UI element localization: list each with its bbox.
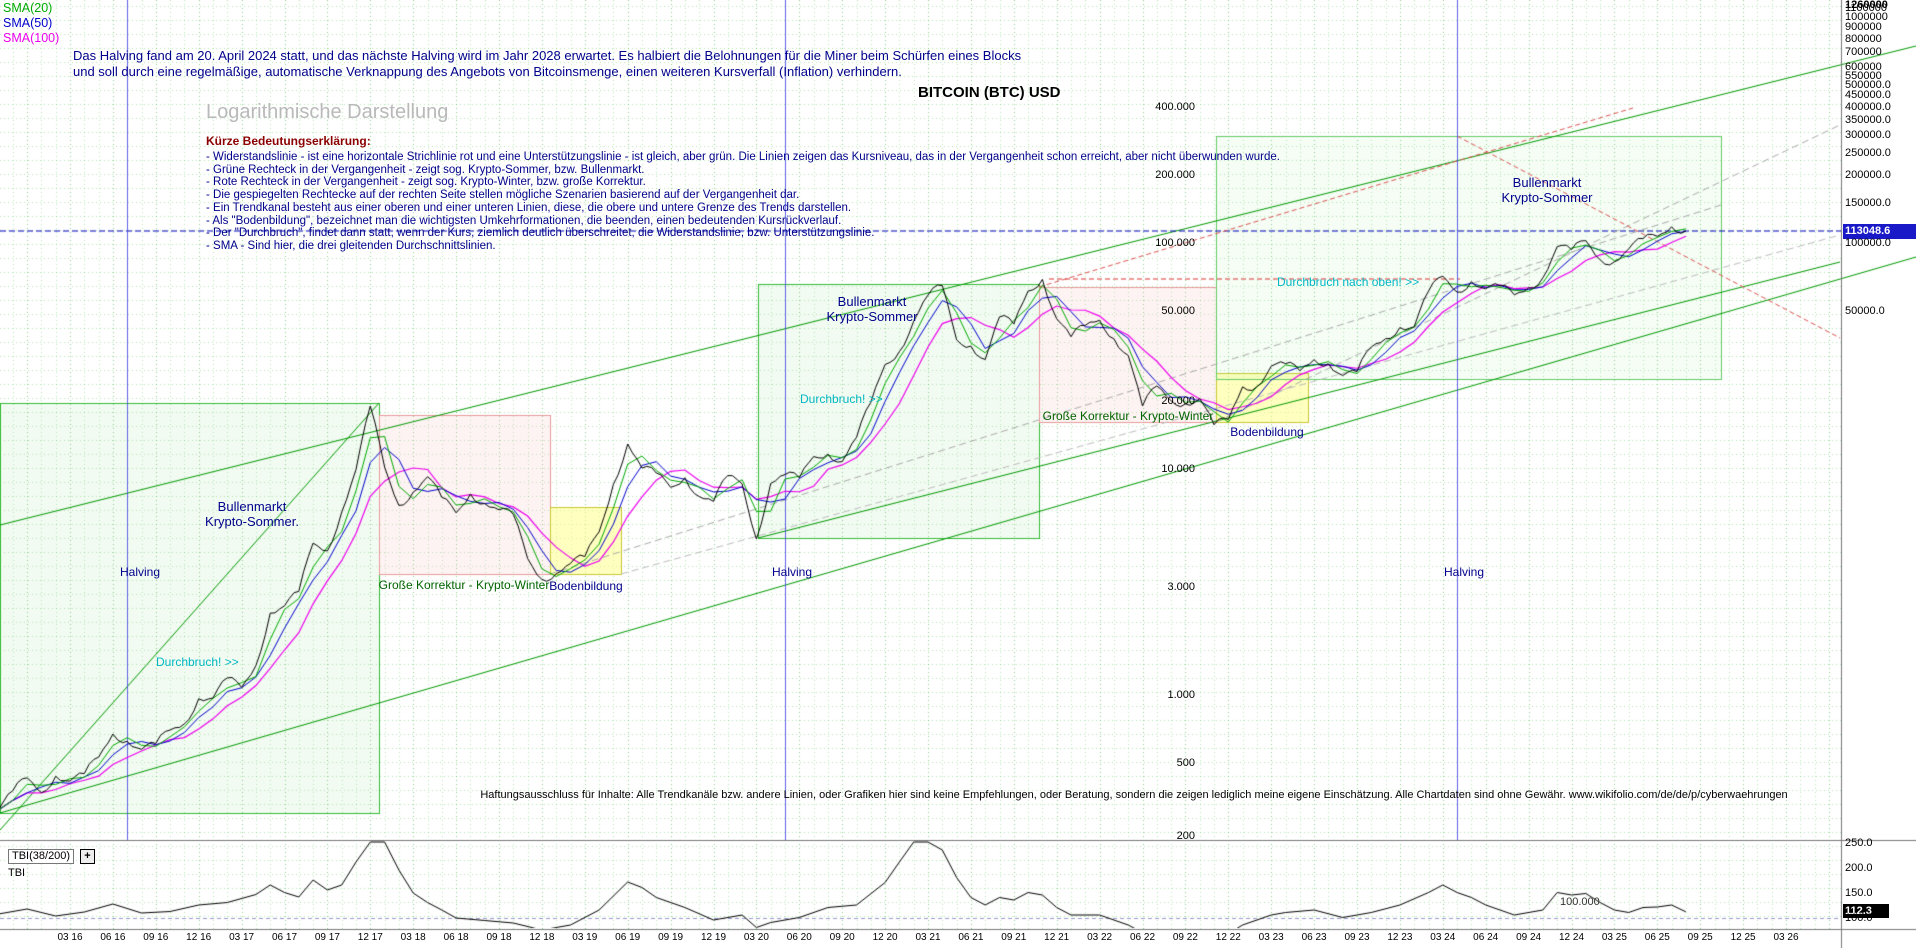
btc-usd-log-chart-window: SMA(20) SMA(50) SMA(100) Das Halving fan… (0, 0, 1916, 948)
price-chart-canvas[interactable] (0, 0, 1916, 948)
